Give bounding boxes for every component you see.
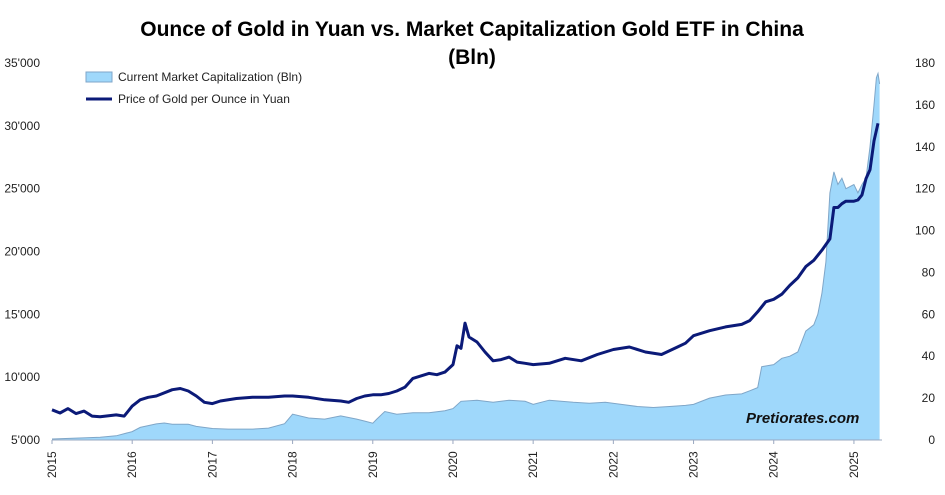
legend: Current Market Capitalization (Bln) Pric… bbox=[85, 70, 302, 106]
x-tick-label: 2019 bbox=[366, 451, 380, 478]
y-left-tick-label: 15'000 bbox=[4, 307, 40, 321]
area-series-market-cap bbox=[52, 73, 880, 440]
x-tick-label: 2023 bbox=[687, 451, 701, 478]
y-left-tick-label: 10'000 bbox=[4, 370, 40, 384]
chart-title-line2: (Bln) bbox=[448, 46, 496, 69]
line-series-gold-price bbox=[51, 122, 880, 419]
chart-title-line1: Ounce of Gold in Yuan vs. Market Capital… bbox=[140, 18, 804, 41]
y-right-tick-label: 0 bbox=[928, 433, 935, 447]
y-left-tick-label: 20'000 bbox=[4, 245, 40, 259]
x-tick-label: 2018 bbox=[286, 451, 300, 478]
y-axis-left: 5'000 10'000 15'000 20'000 25'000 30'000 35'00… bbox=[4, 56, 40, 447]
plot-area bbox=[51, 71, 882, 441]
x-tick-label: 2021 bbox=[526, 451, 540, 478]
x-axis: 2015 2016 2017 2018 2019 2020 2021 2022 2023 2024… bbox=[45, 440, 861, 478]
watermark: Pretiorates.com bbox=[746, 410, 859, 427]
legend-area-label: Current Market Capitalization (Bln) bbox=[118, 70, 302, 84]
y-right-tick-label: 40 bbox=[922, 349, 936, 363]
y-axis-right: 0 20 40 60 80 100 120 140 160 180 bbox=[915, 56, 935, 447]
y-right-tick-label: 100 bbox=[915, 224, 935, 238]
y-right-tick-label: 20 bbox=[922, 391, 936, 405]
y-left-tick-label: 25'000 bbox=[4, 182, 40, 196]
x-tick-label: 2017 bbox=[205, 451, 219, 478]
y-right-tick-label: 140 bbox=[915, 140, 935, 154]
area-series-edge bbox=[51, 71, 881, 440]
y-right-tick-label: 160 bbox=[915, 98, 935, 112]
legend-area-swatch bbox=[85, 71, 113, 83]
y-left-tick-label: 5'000 bbox=[11, 433, 40, 447]
x-tick-label: 2015 bbox=[45, 451, 59, 478]
x-tick-label: 2025 bbox=[847, 451, 861, 478]
y-right-tick-label: 120 bbox=[915, 182, 935, 196]
y-left-tick-label: 30'000 bbox=[4, 119, 40, 133]
y-left-tick-label: 35'000 bbox=[4, 56, 40, 70]
y-right-tick-label: 60 bbox=[922, 307, 936, 321]
x-tick-label: 2020 bbox=[446, 451, 460, 478]
legend-line-label: Price of Gold per Ounce in Yuan bbox=[118, 92, 290, 106]
y-right-tick-label: 80 bbox=[922, 265, 936, 279]
x-tick-label: 2022 bbox=[606, 451, 620, 478]
y-right-tick-label: 180 bbox=[915, 56, 935, 70]
x-tick-label: 2024 bbox=[767, 451, 781, 478]
x-tick-label: 2016 bbox=[125, 451, 139, 478]
